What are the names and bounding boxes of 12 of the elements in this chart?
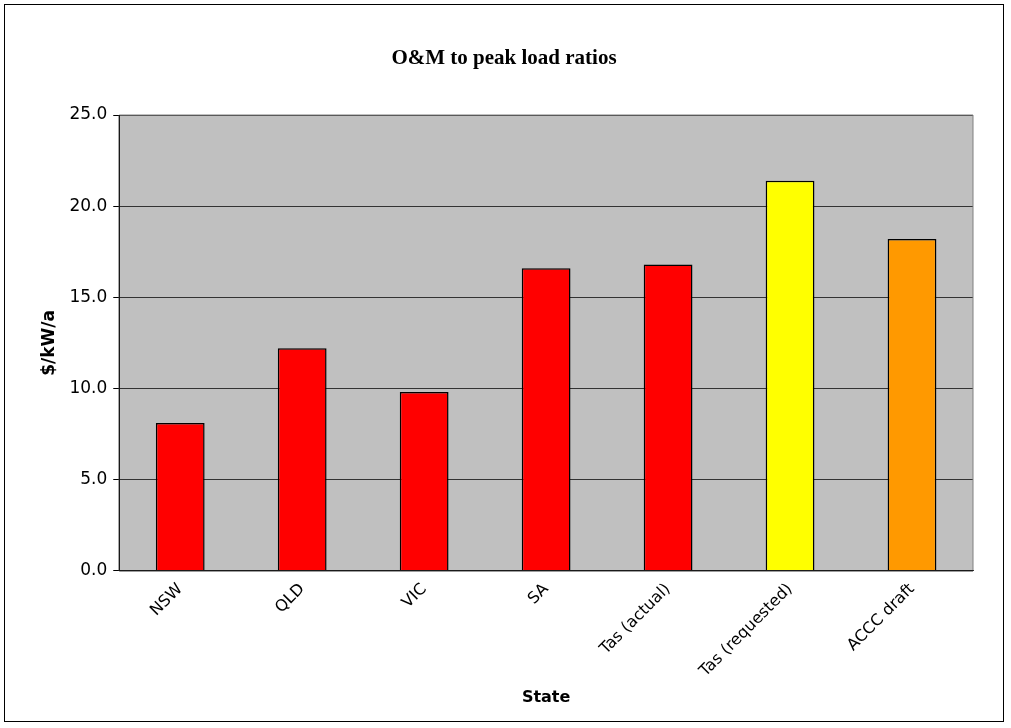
y-tick-label: 5.0 xyxy=(80,468,108,489)
x-tick-label: QLD xyxy=(270,578,308,617)
chart-title: O&M to peak load ratios xyxy=(390,45,618,70)
y-tick-label: 15.0 xyxy=(69,285,108,306)
y-tick-label: 25.0 xyxy=(69,103,108,124)
y-axis-title: $/kW/a xyxy=(37,310,58,376)
y-tick-label: 10.0 xyxy=(69,376,108,397)
x-tick-label: VIC xyxy=(397,578,430,612)
x-axis-title: State xyxy=(521,686,571,706)
y-tick-label: 20.0 xyxy=(69,194,108,215)
y-tick-label: 0.0 xyxy=(80,559,108,580)
x-tick-label: SA xyxy=(523,578,552,608)
